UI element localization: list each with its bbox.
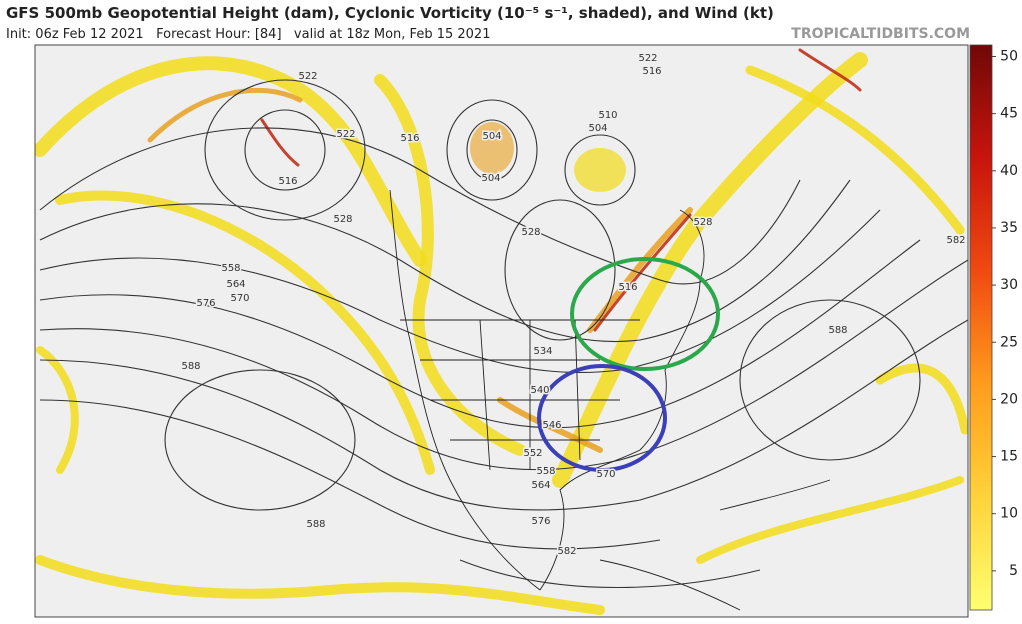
contour-label: 546 (542, 420, 561, 431)
contour-label: 534 (533, 346, 552, 357)
contour-label: 558 (536, 466, 555, 477)
contour-label: 564 (226, 279, 245, 290)
coastlines (389, 189, 831, 611)
colorbar-tick-label: 30 (1000, 277, 1018, 293)
contour-label: 552 (523, 448, 542, 459)
colorbar-tick-label: 20 (1000, 391, 1018, 407)
height-contours (39, 79, 968, 589)
contour-label: 570 (596, 469, 615, 480)
contour-label: 564 (531, 480, 550, 491)
vorticity-shading (35, 48, 968, 615)
contour-label: 576 (196, 298, 215, 309)
contour-label: 582 (557, 546, 576, 557)
contour-label: 522 (638, 53, 657, 64)
contour-label: 504 (588, 123, 607, 134)
contour-label: 516 (642, 66, 661, 77)
contour-label: 540 (530, 385, 549, 396)
title: GFS 500mb Geopotential Height (dam), Cyc… (6, 4, 774, 22)
colorbar-tick-label: 40 (1000, 163, 1018, 179)
contour-label: 528 (333, 214, 352, 225)
colorbar-tick-label: 35 (1000, 220, 1018, 236)
map-frame (34, 44, 969, 618)
contour-label: 528 (693, 217, 712, 228)
contour-labels: 522 522 516 516 504 504 510 504 522 516 528 528 558 5… (180, 52, 967, 559)
contour-label: 558 (221, 263, 240, 274)
contour-label: 588 (181, 361, 200, 372)
contour-label: 570 (230, 293, 249, 304)
map: 522 522 516 516 504 504 510 504 522 516 528 528 558 5… (35, 45, 968, 617)
contour-label: 582 (946, 235, 965, 246)
colorbar-tick-label: 25 (1000, 334, 1018, 350)
colorbar-ticks: 5 10 15 20 25 30 35 40 45 50 (992, 49, 1018, 579)
contour-label: 522 (336, 129, 355, 140)
contour-label: 516 (618, 282, 637, 293)
contour-label: 522 (298, 71, 317, 82)
colorbar-tick-label: 50 (1000, 49, 1018, 65)
colorbar-tick-label: 5 (1009, 563, 1018, 579)
contour-label: 516 (278, 176, 297, 187)
contour-label: 504 (481, 173, 500, 184)
colorbar (969, 44, 993, 611)
colorbar-tick-label: 10 (1000, 506, 1018, 522)
contour-label: 588 (306, 519, 325, 530)
contour-label: 504 (482, 131, 501, 142)
contour-label: 588 (828, 325, 847, 336)
colorbar-tick-label: 15 (1000, 449, 1018, 465)
contour-label: 528 (521, 227, 540, 238)
credit: TROPICALTIDBITS.COM (791, 26, 970, 42)
contour-label: 576 (531, 516, 550, 527)
colorbar-tick-label: 45 (1000, 106, 1018, 122)
subtitle: Init: 06z Feb 12 2021 Forecast Hour: [84… (6, 27, 490, 42)
contour-label: 516 (400, 133, 419, 144)
highlight-circle-green (570, 257, 720, 371)
contour-label: 510 (598, 110, 617, 121)
highlight-circle-blue (537, 364, 667, 472)
